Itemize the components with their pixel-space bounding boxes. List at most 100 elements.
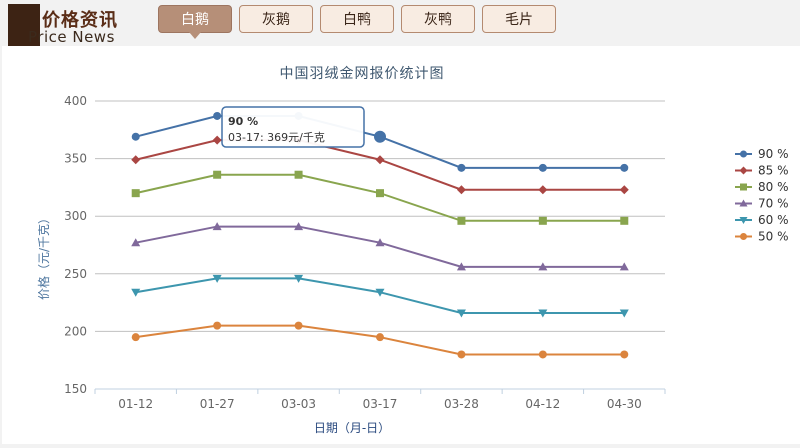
series-line — [135, 173, 625, 222]
series-line — [135, 225, 625, 268]
x-tick-label: 01-27 — [200, 397, 235, 411]
data-point[interactable] — [619, 185, 629, 195]
legend-marker — [739, 199, 748, 207]
legend-label: 80 % — [758, 180, 789, 194]
y-axis-ticks: 150 200 250 300 350 400 — [64, 94, 87, 396]
data-point[interactable] — [620, 163, 629, 172]
legend-label: 50 % — [758, 230, 789, 244]
header: 价格资讯 Price News 白鹅 灰鹅 白鸭 灰鸭 毛片 — [0, 0, 800, 46]
data-point[interactable] — [457, 163, 466, 172]
x-tick-label: 01-12 — [118, 397, 153, 411]
tooltip-box — [221, 106, 365, 148]
data-point[interactable] — [131, 288, 141, 297]
data-point[interactable] — [213, 111, 222, 120]
data-point[interactable] — [212, 135, 222, 145]
x-tick-label: 03-03 — [281, 397, 316, 411]
legend-marker — [740, 150, 747, 158]
data-point[interactable] — [294, 274, 304, 283]
legend: 90 % 85 % 80 % 70 % 60 % 50 % — [735, 147, 789, 244]
y-tick-label: 250 — [64, 267, 87, 281]
legend-label: 70 % — [758, 197, 789, 211]
legend-marker — [740, 233, 747, 240]
tooltip-title: 90 % — [228, 115, 258, 128]
data-point[interactable] — [375, 288, 385, 297]
data-point[interactable] — [131, 238, 141, 247]
legend-label: 85 % — [758, 164, 789, 178]
tab-grey-goose[interactable]: 灰鹅 — [239, 5, 313, 33]
data-point[interactable] — [131, 132, 140, 141]
data-point[interactable] — [538, 185, 548, 195]
tab-white-goose[interactable]: 白鹅 — [158, 5, 232, 39]
data-point[interactable] — [456, 185, 466, 195]
data-point[interactable] — [456, 309, 466, 318]
logo-mark — [8, 4, 40, 46]
data-point[interactable] — [213, 170, 222, 179]
data-point[interactable] — [538, 309, 548, 318]
legend-item[interactable]: 50 % — [735, 230, 789, 244]
x-tick-label: 04-30 — [607, 397, 642, 411]
series-line — [135, 139, 625, 191]
data-point[interactable] — [212, 274, 222, 283]
series-5 — [131, 321, 629, 359]
chart-title: 中国羽绒金网报价统计图 — [280, 66, 445, 82]
legend-item[interactable]: 70 % — [735, 197, 789, 211]
series-4 — [131, 274, 629, 318]
x-tick-label: 04-12 — [525, 397, 560, 411]
logo-title-en: Price News — [28, 28, 115, 46]
series-1 — [131, 135, 629, 195]
price-chart: 中国羽绒金网报价统计图 150 200 250 300 350 400 01-12 01-2… — [36, 66, 789, 435]
series-layer — [131, 111, 629, 359]
series-3 — [131, 222, 629, 271]
data-point[interactable] — [131, 333, 140, 342]
legend-label: 90 % — [758, 147, 789, 161]
legend-label: 60 % — [758, 213, 789, 227]
tooltip-body: 03-17: 369元/千克 — [228, 131, 325, 144]
data-point[interactable] — [375, 238, 385, 247]
data-point[interactable] — [538, 216, 547, 225]
legend-item[interactable]: 90 % — [735, 147, 789, 161]
x-axis-ticks: 01-12 01-27 03-03 03-17 03-28 04-12 04-30 — [94, 389, 666, 411]
y-tick-label: 350 — [64, 152, 87, 166]
legend-item[interactable]: 60 % — [735, 213, 789, 227]
tooltip: 90 % 03-17: 369元/千克 — [221, 106, 365, 148]
data-point[interactable] — [294, 170, 303, 179]
data-point[interactable] — [538, 350, 547, 359]
data-point[interactable] — [294, 321, 303, 330]
data-point[interactable] — [376, 333, 384, 342]
tab-white-duck[interactable]: 白鸭 — [320, 5, 394, 33]
legend-item[interactable]: 85 % — [735, 164, 789, 178]
x-axis-label: 日期（月-日） — [314, 421, 390, 435]
y-tick-label: 200 — [64, 324, 87, 338]
data-point[interactable] — [131, 189, 140, 198]
legend-marker — [739, 166, 748, 175]
x-tick-label: 03-28 — [444, 397, 479, 411]
data-point[interactable] — [538, 262, 548, 271]
data-point[interactable] — [294, 222, 304, 231]
data-point[interactable] — [375, 155, 385, 165]
y-axis-label: 价格（元/千克） — [36, 212, 51, 300]
legend-marker — [739, 217, 748, 224]
data-point[interactable] — [619, 262, 629, 271]
data-point[interactable] — [620, 216, 629, 225]
data-point[interactable] — [457, 350, 466, 359]
chart-area: 中国羽绒金网报价统计图 150 200 250 300 350 400 01-12 01-2… — [2, 46, 800, 444]
series-2 — [131, 170, 629, 225]
category-tabs: 白鹅 灰鹅 白鸭 灰鸭 毛片 — [158, 5, 556, 39]
tab-feather[interactable]: 毛片 — [482, 5, 556, 33]
grid — [95, 100, 665, 390]
legend-item[interactable]: 80 % — [735, 180, 789, 194]
data-point[interactable] — [619, 309, 629, 318]
tab-grey-duck[interactable]: 灰鸭 — [401, 5, 475, 33]
y-tick-label: 300 — [64, 209, 87, 223]
legend-marker — [740, 183, 747, 191]
data-point[interactable] — [131, 155, 141, 165]
data-point[interactable] — [213, 321, 222, 330]
data-point[interactable] — [538, 163, 547, 172]
data-point[interactable] — [212, 222, 222, 231]
data-point[interactable] — [457, 216, 466, 225]
data-point[interactable] — [374, 130, 386, 143]
y-tick-label: 400 — [64, 94, 87, 108]
data-point[interactable] — [456, 262, 466, 271]
data-point[interactable] — [376, 189, 384, 198]
data-point[interactable] — [620, 350, 629, 359]
